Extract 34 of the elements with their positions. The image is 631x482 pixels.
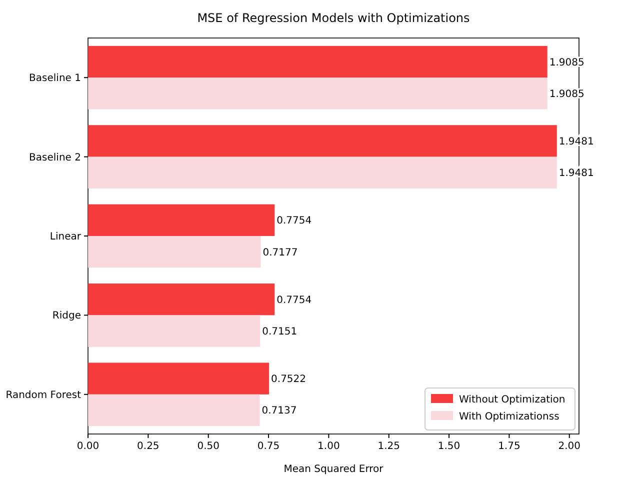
y-tick-label: Baseline 1	[29, 73, 81, 84]
x-tick-label: 0.00	[76, 441, 100, 452]
bar	[88, 362, 270, 394]
bar	[88, 315, 260, 347]
data-label: 0.7754	[276, 294, 312, 306]
x-tick-label: 1.25	[378, 441, 400, 452]
data-label: 0.7137	[262, 406, 297, 417]
data-label: 0.7151	[262, 326, 298, 338]
x-tick-label: 1.50	[438, 441, 460, 452]
bar	[88, 156, 557, 188]
x-tick-label: 0.50	[197, 441, 220, 452]
chart-title: MSE of Regression Models with Optimizations	[197, 11, 470, 25]
bar	[88, 204, 275, 236]
bar	[88, 46, 548, 78]
bar	[88, 125, 557, 157]
legend-label: Without Optimization	[459, 394, 566, 406]
x-tick-label: 2.00	[558, 441, 581, 452]
x-tick-label: 0.75	[257, 441, 280, 452]
y-tick-label: Random Forest	[6, 390, 82, 401]
x-tick-label: 0.25	[137, 441, 160, 452]
data-label: 0.7754	[276, 216, 312, 227]
data-label: 0.7522	[271, 374, 306, 386]
x-tick-label: 1.75	[498, 441, 520, 452]
bar	[88, 394, 260, 426]
y-tick-label: Ridge	[52, 310, 81, 322]
bar	[88, 78, 548, 110]
x-axis-title: Mean Squared Error	[284, 464, 384, 475]
y-tick-label: Linear	[50, 232, 82, 242]
bar	[88, 236, 261, 268]
x-tick-label: 1.00	[318, 441, 340, 452]
data-label: 0.7177	[262, 247, 298, 258]
legend-label: With Optimizationss	[459, 412, 560, 422]
y-tick-label: Baseline 2	[29, 152, 81, 164]
bar	[88, 284, 275, 316]
